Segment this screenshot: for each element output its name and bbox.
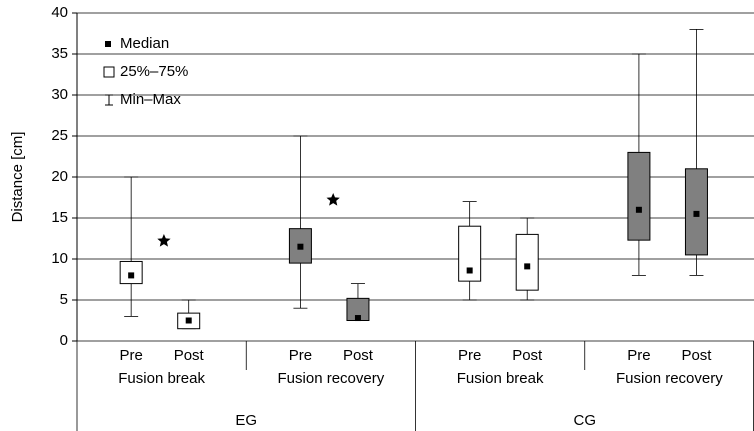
- group-label: CG: [574, 412, 597, 429]
- x-tick-label: Pre: [119, 347, 142, 364]
- median: [354, 315, 361, 322]
- legend-median-icon: [105, 41, 111, 47]
- legend-label: 25%–75%: [120, 63, 188, 80]
- y-tick-label: 5: [60, 291, 68, 308]
- y-tick-label: 0: [60, 332, 68, 349]
- median: [128, 272, 135, 279]
- y-tick-label: 25: [51, 127, 68, 144]
- x-tick-label: Pre: [458, 347, 481, 364]
- subgroup-label: Fusion recovery: [616, 370, 723, 387]
- legend-label: Min–Max: [120, 91, 181, 108]
- y-tick-label: 35: [51, 45, 68, 62]
- x-tick-label: Pre: [627, 347, 650, 364]
- y-tick-label: 15: [51, 209, 68, 226]
- x-tick-label: Post: [343, 347, 374, 364]
- subgroup-label: Fusion break: [118, 370, 205, 387]
- subgroup-label: Fusion break: [457, 370, 544, 387]
- median: [635, 206, 642, 213]
- significance-star: [326, 193, 340, 206]
- group-label: EG: [235, 412, 257, 429]
- y-tick-label: 30: [51, 86, 68, 103]
- box: [627, 151, 651, 241]
- box: [458, 225, 482, 282]
- legend-box-icon: [103, 66, 115, 78]
- legend-label: Median: [120, 35, 169, 52]
- y-tick-label: 40: [51, 4, 68, 21]
- median: [693, 210, 700, 217]
- median: [466, 267, 473, 274]
- x-tick-label: Post: [512, 347, 543, 364]
- median: [524, 263, 531, 270]
- x-tick-label: Post: [174, 347, 205, 364]
- legend-whisker-icon: [105, 94, 113, 106]
- y-axis-label: Distance [cm]: [9, 132, 26, 223]
- subgroup-label: Fusion recovery: [278, 370, 385, 387]
- x-tick-label: Post: [681, 347, 712, 364]
- y-tick-label: 10: [51, 250, 68, 267]
- x-tick-label: Pre: [289, 347, 312, 364]
- significance-star: [157, 234, 171, 247]
- median: [185, 317, 192, 324]
- median: [297, 243, 304, 250]
- box: [515, 233, 539, 291]
- y-tick-label: 20: [51, 168, 68, 185]
